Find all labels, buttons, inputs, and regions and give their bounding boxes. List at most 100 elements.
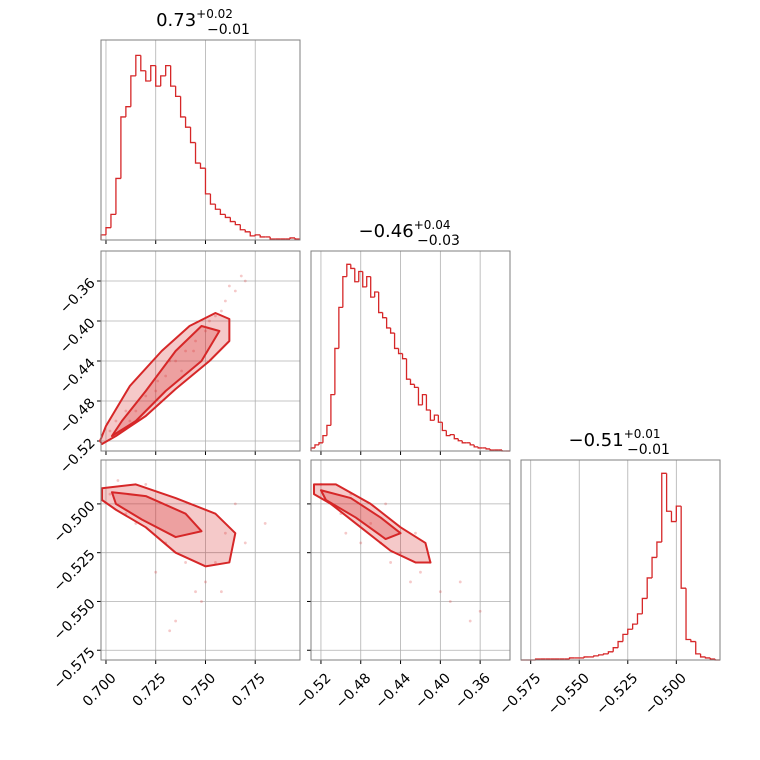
sample-point [174, 619, 178, 623]
histogram-step [665, 473, 672, 512]
panel-frame [310, 459, 511, 661]
y-tick-label: −0.48 [57, 395, 99, 437]
sample-point [154, 389, 158, 393]
histogram-step [314, 444, 319, 448]
sample-point [154, 570, 158, 574]
histogram-step [409, 379, 415, 385]
histogram-step [627, 628, 633, 635]
sample-point [344, 531, 348, 535]
histogram-step [680, 506, 687, 589]
sample-point [389, 561, 392, 564]
histogram-step [389, 327, 395, 334]
x-tick-label: −0.500 [642, 670, 690, 718]
sample-point [233, 289, 237, 293]
panel-frame [100, 39, 301, 241]
histogram-step [194, 142, 201, 164]
title-value: −0.51 [569, 430, 624, 451]
histogram-step [437, 415, 443, 423]
y-tick-label: −0.36 [57, 275, 99, 317]
sample-point [174, 359, 178, 363]
x-tick-label: 0.700 [80, 670, 120, 710]
x-tick-label: −0.525 [593, 670, 641, 718]
histogram-step [342, 275, 347, 308]
sample-point [180, 369, 183, 373]
histogram-step [346, 263, 351, 277]
histogram-step [385, 317, 391, 329]
sample-point [468, 619, 472, 623]
sample-point [239, 274, 243, 278]
histogram-step [150, 64, 156, 82]
histogram-step [421, 393, 427, 405]
histogram-step [602, 653, 609, 655]
histogram-step [155, 65, 161, 87]
panel: 0.73+0.02−0.01 [100, 7, 301, 244]
histogram-step [125, 106, 131, 117]
panel-frame [100, 459, 301, 661]
sample-point [448, 600, 452, 603]
histogram-step [425, 394, 431, 411]
histogram-step [259, 234, 266, 238]
panel: −0.46+0.04−0.03 [310, 218, 511, 455]
sample-point [124, 409, 128, 413]
histogram-step [318, 442, 323, 445]
histogram-step [326, 424, 331, 436]
histogram-step [631, 623, 638, 630]
y-tick-label: −0.575 [51, 645, 99, 693]
sample-point [478, 609, 482, 613]
histogram-step [254, 234, 261, 236]
panel-title: −0.51+0.01 [569, 427, 661, 451]
histogram-step [445, 430, 451, 437]
histogram-step [397, 348, 403, 355]
histogram-step [165, 64, 171, 76]
histogram-step [699, 653, 706, 658]
histogram-step [695, 641, 701, 655]
sample-point [214, 561, 217, 564]
histogram-step [441, 422, 447, 432]
histogram-step [457, 438, 463, 442]
histogram-step [224, 214, 231, 219]
sample-point [108, 492, 112, 496]
histogram-step [239, 224, 246, 231]
sample-point [134, 409, 138, 413]
histogram-step [413, 384, 419, 389]
histogram-step [378, 292, 383, 314]
title-upper: +0.04 [414, 218, 451, 232]
histogram-step [583, 656, 589, 658]
histogram-step [477, 446, 483, 449]
panel: 0.700 0.725 0.750 0.775 −0.575−0.550−0.525−0… [51, 459, 301, 710]
histogram-step [269, 236, 276, 240]
x-tick-label: 0.775 [229, 670, 269, 710]
title-value: 0.73 [156, 10, 196, 31]
histogram-step [593, 655, 599, 657]
sample-point [168, 629, 172, 633]
histogram-step [374, 291, 379, 298]
histogram-step [120, 116, 126, 179]
histogram-step [405, 358, 411, 380]
y-tick-label: −0.40 [57, 315, 99, 357]
histogram-step [209, 193, 216, 205]
histogram-step [234, 221, 241, 226]
contour [110, 491, 203, 539]
histogram-step [229, 217, 236, 223]
title-upper: +0.01 [624, 427, 661, 441]
sample-point [214, 314, 217, 318]
histogram-step [433, 414, 439, 421]
histogram-step [334, 347, 339, 395]
title-upper: +0.02 [196, 7, 233, 21]
histogram-step [429, 409, 435, 421]
sample-point [204, 580, 207, 584]
y-tick-label: −0.500 [51, 498, 99, 546]
x-tick-label: −0.44 [373, 670, 415, 712]
contour [99, 312, 231, 445]
histogram-step [184, 116, 191, 128]
histogram-step [485, 447, 491, 450]
x-tick-label: −0.52 [293, 670, 335, 712]
histogram-step [656, 541, 662, 558]
histogram-step [449, 433, 455, 436]
histogram-step [179, 96, 186, 118]
sample-point [219, 309, 223, 313]
sample-point [419, 570, 422, 574]
sample-point [414, 531, 417, 535]
histogram-step [417, 387, 423, 406]
histogram-step [294, 237, 300, 240]
